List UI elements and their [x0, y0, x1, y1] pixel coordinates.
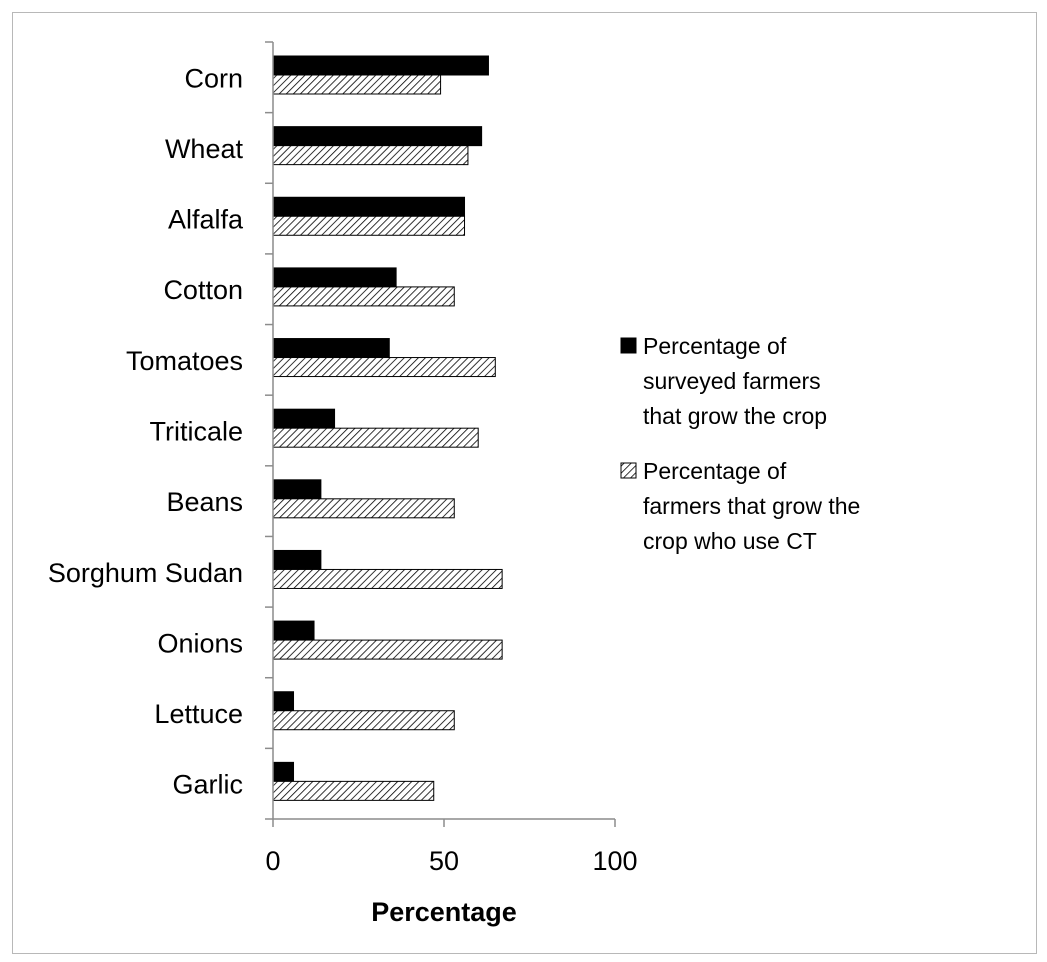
bar-ct-cotton [272, 286, 455, 307]
bar-grow-garlic [272, 761, 295, 782]
legend-label-line: Percentage of [643, 333, 787, 359]
legend-label-line: Percentage of [643, 458, 787, 484]
legend-label-line: surveyed farmers [643, 368, 821, 394]
bar-ct-wheat [272, 145, 469, 166]
bar-grow-beans [272, 479, 322, 500]
bar-ct-garlic [272, 780, 435, 801]
bar-ct-beans [272, 498, 455, 519]
category-label: Wheat [165, 134, 244, 164]
legend-swatch-1 [620, 337, 637, 354]
bar-ct-onions [272, 639, 503, 660]
legend-swatch-2 [620, 462, 637, 479]
bar-grow-alfalfa [272, 196, 466, 217]
x-tick-label: 50 [429, 846, 459, 876]
chart-frame: Corn Wheat Alfalfa Cotton Tomatoes Triticale B… [12, 12, 1037, 954]
category-label: Onions [157, 628, 243, 658]
bar-chart: Corn Wheat Alfalfa Cotton Tomatoes Triticale B… [48, 41, 860, 927]
bar-ct-triticale [272, 427, 479, 448]
category-label: Alfalfa [168, 205, 244, 235]
legend: Percentage of surveyed farmers that grow t… [620, 333, 860, 554]
x-tick-label: 100 [592, 846, 637, 876]
bar-grow-sorghum-sudan [272, 549, 322, 570]
category-label: Triticale [149, 417, 243, 447]
category-label: Corn [184, 63, 243, 93]
x-axis-title: Percentage [371, 897, 517, 927]
bar-ct-alfalfa [272, 215, 466, 236]
bar-grow-tomatoes [272, 338, 390, 359]
bar-ct-lettuce [272, 710, 455, 731]
category-label: Garlic [172, 770, 243, 800]
plot-area: Corn Wheat Alfalfa Cotton Tomatoes Triticale B… [48, 41, 638, 927]
bar-grow-cotton [272, 267, 397, 288]
bar-ct-corn [272, 74, 442, 95]
bar-grow-corn [272, 55, 489, 76]
bar-grow-wheat [272, 126, 483, 147]
category-label: Sorghum Sudan [48, 558, 243, 588]
legend-label-line: crop who use CT [643, 528, 817, 554]
category-label: Beans [166, 487, 243, 517]
legend-label-line: farmers that grow the [643, 493, 860, 519]
legend-label-line: that grow the crop [643, 403, 827, 429]
category-label: Tomatoes [126, 346, 243, 376]
bar-grow-onions [272, 620, 315, 641]
category-label: Cotton [163, 275, 243, 305]
bar-grow-lettuce [272, 691, 295, 712]
bar-ct-sorghum-sudan [272, 568, 503, 589]
x-tick-label: 0 [265, 846, 280, 876]
category-label: Lettuce [154, 699, 243, 729]
bar-ct-tomatoes [272, 357, 496, 378]
bar-grow-triticale [272, 408, 336, 429]
